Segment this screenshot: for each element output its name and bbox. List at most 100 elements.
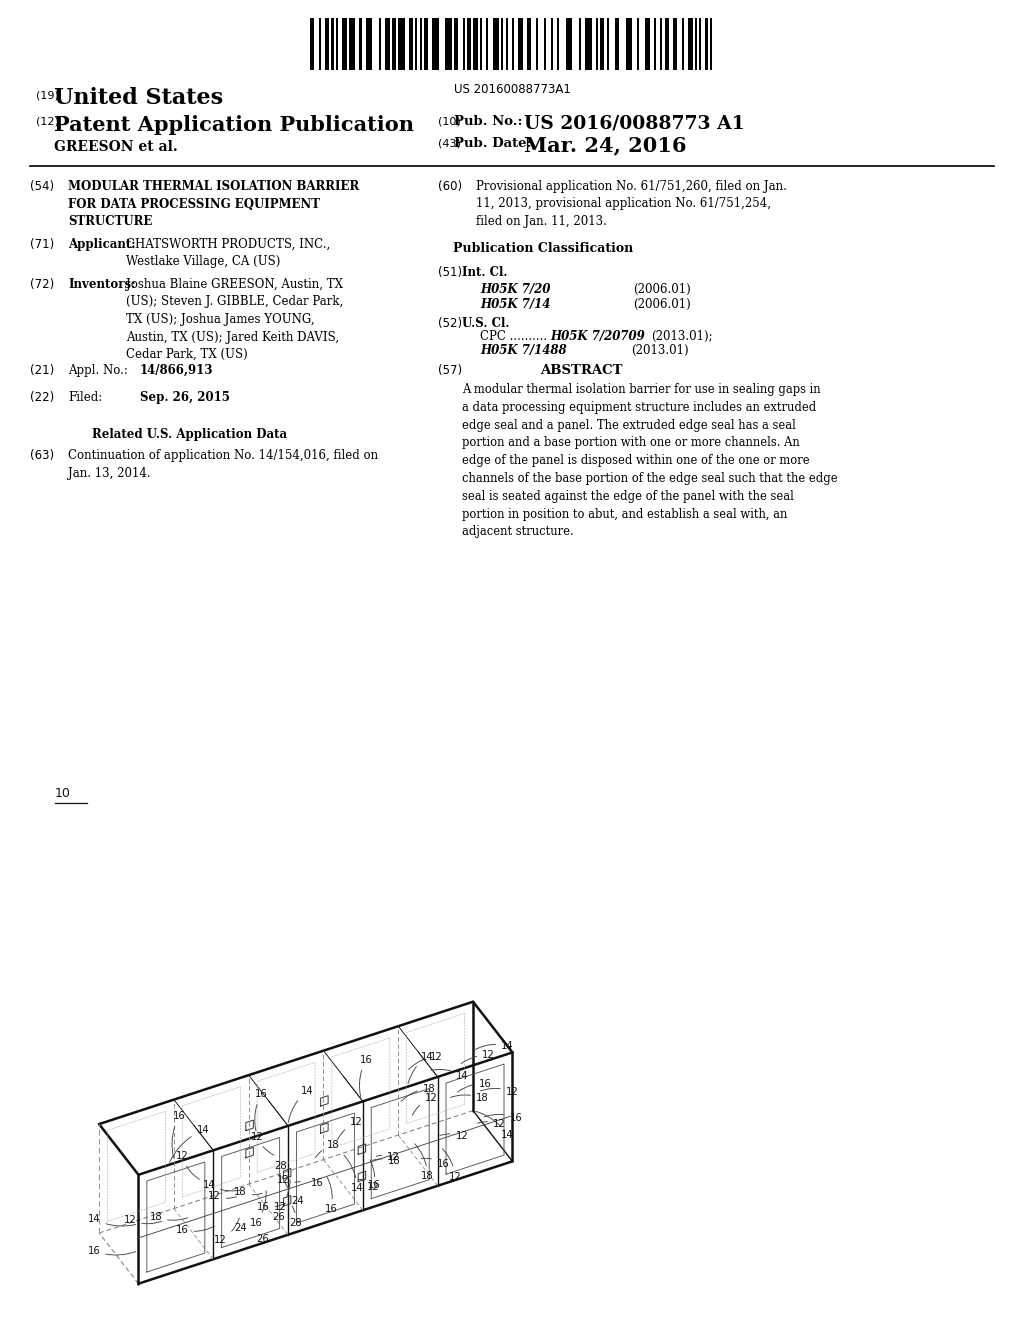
- Text: 14: 14: [431, 1069, 469, 1081]
- Text: Continuation of application No. 14/154,016, filed on
Jan. 13, 2014.: Continuation of application No. 14/154,0…: [68, 449, 378, 479]
- Text: (2013.01);: (2013.01);: [651, 330, 713, 343]
- Bar: [706, 18, 708, 70]
- Bar: [493, 18, 499, 70]
- Bar: [557, 18, 559, 70]
- Text: 14: 14: [288, 1086, 313, 1123]
- Text: Pub. No.:: Pub. No.:: [454, 115, 522, 128]
- Bar: [473, 18, 477, 70]
- Bar: [527, 18, 531, 70]
- Bar: [467, 18, 471, 70]
- Bar: [342, 18, 346, 70]
- Text: Applicant:: Applicant:: [68, 238, 135, 251]
- Text: 18: 18: [234, 1187, 262, 1197]
- Bar: [626, 18, 633, 70]
- Bar: [688, 18, 692, 70]
- Text: Sep. 26, 2015: Sep. 26, 2015: [140, 391, 229, 404]
- Text: 12: 12: [413, 1093, 437, 1115]
- Bar: [536, 18, 538, 70]
- Bar: [710, 18, 712, 70]
- Bar: [349, 18, 355, 70]
- Text: Int. Cl.: Int. Cl.: [462, 267, 508, 279]
- Text: 14: 14: [203, 1180, 241, 1191]
- Text: 12: 12: [480, 1086, 518, 1097]
- Text: GREESON et al.: GREESON et al.: [54, 140, 178, 154]
- Bar: [336, 18, 338, 70]
- Text: Pub. Date:: Pub. Date:: [454, 137, 531, 150]
- Text: 18: 18: [451, 1093, 488, 1104]
- Bar: [600, 18, 604, 70]
- Bar: [699, 18, 701, 70]
- Text: 28: 28: [289, 1206, 302, 1229]
- Text: 14: 14: [344, 1155, 364, 1193]
- Text: 16: 16: [176, 1225, 214, 1236]
- Text: (72): (72): [30, 279, 54, 290]
- Bar: [486, 18, 488, 70]
- Bar: [310, 18, 314, 70]
- Text: Publication Classification: Publication Classification: [453, 242, 633, 255]
- Text: (43): (43): [438, 139, 461, 149]
- Text: A modular thermal isolation barrier for use in sealing gaps in
a data processing: A modular thermal isolation barrier for …: [462, 383, 838, 539]
- Text: 16: 16: [87, 1246, 135, 1255]
- Text: (2013.01): (2013.01): [631, 345, 688, 356]
- Text: 10: 10: [55, 787, 71, 800]
- Text: (71): (71): [30, 238, 54, 251]
- Text: 18: 18: [150, 1212, 187, 1222]
- Bar: [463, 18, 465, 70]
- Text: 16: 16: [255, 1089, 268, 1131]
- Text: 14: 14: [88, 1214, 136, 1226]
- Text: 16: 16: [458, 1078, 492, 1092]
- Text: US 2016/0088773 A1: US 2016/0088773 A1: [524, 115, 744, 133]
- Text: H05K 7/14: H05K 7/14: [480, 298, 550, 312]
- Bar: [502, 18, 504, 70]
- Text: Filed:: Filed:: [68, 391, 102, 404]
- Bar: [579, 18, 581, 70]
- Text: 16: 16: [357, 1179, 381, 1189]
- Bar: [454, 18, 459, 70]
- Text: 16: 16: [325, 1177, 337, 1214]
- Bar: [660, 18, 663, 70]
- Text: 12: 12: [477, 1119, 506, 1129]
- Text: (12): (12): [36, 117, 58, 127]
- Bar: [325, 18, 330, 70]
- Text: 12: 12: [409, 1052, 442, 1069]
- Text: H05K 7/20709: H05K 7/20709: [550, 330, 645, 343]
- Text: H05K 7/20: H05K 7/20: [480, 282, 550, 296]
- Bar: [673, 18, 678, 70]
- Text: 24: 24: [234, 1224, 247, 1233]
- Text: 12: 12: [251, 1131, 274, 1155]
- Text: US 20160088773A1: US 20160088773A1: [454, 83, 570, 96]
- Text: (21): (21): [30, 364, 54, 378]
- Bar: [565, 18, 572, 70]
- Text: (57): (57): [438, 364, 462, 378]
- Text: MODULAR THERMAL ISOLATION BARRIER
FOR DATA PROCESSING EQUIPMENT
STRUCTURE: MODULAR THERMAL ISOLATION BARRIER FOR DA…: [68, 180, 359, 228]
- Text: CHATSWORTH PRODUCTS, INC.,
Westlake Village, CA (US): CHATSWORTH PRODUCTS, INC., Westlake Vill…: [126, 238, 331, 268]
- Bar: [645, 18, 649, 70]
- Text: (10): (10): [438, 117, 461, 127]
- Text: 14: 14: [170, 1126, 209, 1163]
- Text: Appl. No.:: Appl. No.:: [68, 364, 128, 378]
- Bar: [654, 18, 656, 70]
- Bar: [424, 18, 428, 70]
- Bar: [432, 18, 439, 70]
- Text: 26: 26: [272, 1212, 286, 1222]
- Text: (2006.01): (2006.01): [633, 298, 691, 312]
- Bar: [480, 18, 482, 70]
- Text: (54): (54): [30, 180, 54, 193]
- Text: 16: 16: [484, 1113, 522, 1123]
- Text: (51): (51): [438, 267, 462, 279]
- Bar: [665, 18, 669, 70]
- Text: 12: 12: [440, 1131, 468, 1142]
- Bar: [359, 18, 361, 70]
- Text: 12: 12: [176, 1151, 200, 1179]
- Text: 24: 24: [291, 1196, 304, 1206]
- Text: 12: 12: [276, 1176, 300, 1185]
- Bar: [512, 18, 514, 70]
- Bar: [318, 18, 321, 70]
- Text: Related U.S. Application Data: Related U.S. Application Data: [92, 428, 288, 441]
- Text: 12: 12: [338, 1118, 362, 1139]
- Bar: [385, 18, 389, 70]
- Text: United States: United States: [54, 87, 223, 110]
- Bar: [596, 18, 598, 70]
- Text: H05K 7/1488: H05K 7/1488: [480, 345, 566, 356]
- Text: (60): (60): [438, 180, 462, 193]
